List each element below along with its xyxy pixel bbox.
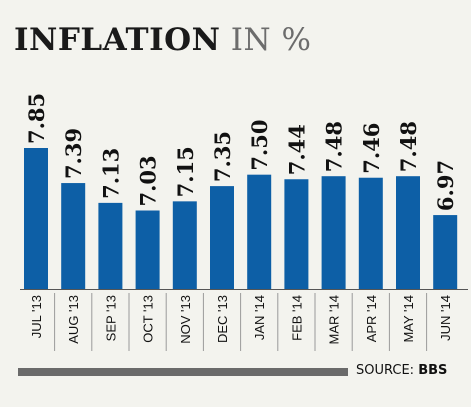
data-label: 7.85 xyxy=(24,93,49,144)
bar xyxy=(61,183,86,289)
source-label: SOURCE: xyxy=(356,363,415,378)
x-tick-label: NOV '13 xyxy=(178,295,193,344)
bar xyxy=(433,215,458,289)
data-label: 7.44 xyxy=(284,124,309,175)
x-tick-label: MAY '14 xyxy=(401,295,416,343)
bar xyxy=(396,176,420,289)
bar xyxy=(135,210,160,289)
data-label: 7.48 xyxy=(396,121,421,172)
bar xyxy=(172,201,197,289)
bar xyxy=(321,176,346,289)
title-main: INFLATION xyxy=(14,22,221,58)
bar xyxy=(247,174,272,289)
data-label: 7.48 xyxy=(322,121,347,172)
data-label: 7.35 xyxy=(210,131,235,182)
bar xyxy=(358,177,383,289)
x-tick-label: AUG '13 xyxy=(66,295,81,344)
source-credit: SOURCE: BBS xyxy=(356,363,447,378)
data-label: 7.15 xyxy=(173,146,198,197)
bar xyxy=(284,179,309,289)
source-rule xyxy=(18,368,348,376)
data-label: 7.46 xyxy=(359,123,384,174)
x-tick-label: SEP '13 xyxy=(103,295,118,341)
bar xyxy=(98,202,123,289)
data-label: 7.39 xyxy=(61,128,86,179)
x-tick-label: MAR '14 xyxy=(327,295,342,344)
x-tick-label: JUN '14 xyxy=(438,295,453,341)
data-label: 6.97 xyxy=(433,160,458,211)
data-label: 7.50 xyxy=(247,120,272,171)
x-tick-label: DEC '13 xyxy=(215,295,230,343)
x-tick-label: FEB '14 xyxy=(289,295,304,341)
chart-title: INFLATION IN % xyxy=(14,22,311,58)
x-tick-label: OCT '13 xyxy=(141,295,156,343)
x-tick-label: JAN '14 xyxy=(252,295,267,340)
bar xyxy=(210,186,234,289)
source-value: BBS xyxy=(418,363,448,378)
title-unit: IN % xyxy=(230,22,312,58)
x-tick-label: JUL '13 xyxy=(29,295,44,338)
data-label: 7.13 xyxy=(98,148,123,199)
bar xyxy=(24,148,48,289)
data-label: 7.03 xyxy=(136,155,161,206)
x-tick-label: APR '14 xyxy=(364,295,379,342)
